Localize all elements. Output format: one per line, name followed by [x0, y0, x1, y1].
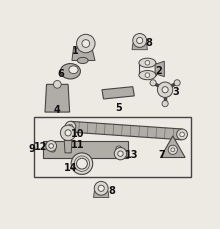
- Circle shape: [158, 83, 173, 98]
- Polygon shape: [161, 136, 185, 158]
- Circle shape: [46, 141, 57, 152]
- Circle shape: [150, 80, 156, 87]
- Ellipse shape: [139, 71, 156, 80]
- Ellipse shape: [69, 67, 78, 74]
- Text: 8: 8: [108, 185, 116, 195]
- Text: 8: 8: [145, 38, 152, 48]
- Circle shape: [162, 101, 168, 107]
- Polygon shape: [94, 191, 109, 198]
- Circle shape: [68, 125, 73, 129]
- Circle shape: [171, 148, 175, 152]
- Circle shape: [145, 61, 150, 66]
- Circle shape: [174, 80, 180, 87]
- Text: 7: 7: [159, 150, 165, 160]
- Ellipse shape: [139, 59, 156, 68]
- Text: 14: 14: [64, 162, 78, 172]
- Circle shape: [65, 122, 76, 133]
- Circle shape: [77, 35, 95, 54]
- Circle shape: [50, 146, 56, 153]
- Text: 2: 2: [155, 66, 161, 76]
- Circle shape: [61, 126, 76, 141]
- Bar: [34, 118, 191, 177]
- Circle shape: [133, 34, 147, 48]
- Text: 3: 3: [172, 87, 179, 97]
- Circle shape: [114, 148, 127, 160]
- Circle shape: [162, 87, 168, 93]
- Circle shape: [65, 130, 71, 136]
- Text: 12: 12: [34, 141, 47, 151]
- Circle shape: [145, 74, 150, 78]
- Ellipse shape: [61, 64, 81, 80]
- Ellipse shape: [77, 58, 88, 64]
- Text: 13: 13: [125, 149, 138, 159]
- Circle shape: [53, 81, 61, 89]
- Text: 5: 5: [116, 102, 122, 112]
- Text: 6: 6: [58, 68, 64, 79]
- Circle shape: [77, 158, 87, 169]
- Circle shape: [177, 129, 187, 140]
- Polygon shape: [70, 122, 182, 140]
- Polygon shape: [102, 87, 134, 100]
- Circle shape: [118, 148, 120, 150]
- Circle shape: [82, 41, 90, 48]
- Circle shape: [168, 146, 177, 155]
- Polygon shape: [72, 49, 95, 61]
- Circle shape: [98, 185, 104, 191]
- Text: 11: 11: [71, 140, 84, 150]
- Circle shape: [137, 38, 143, 44]
- Text: 9: 9: [29, 144, 35, 154]
- Circle shape: [71, 153, 93, 175]
- Text: 1: 1: [72, 46, 78, 55]
- Polygon shape: [45, 85, 70, 113]
- Polygon shape: [155, 62, 164, 77]
- Polygon shape: [132, 44, 147, 50]
- Circle shape: [94, 182, 108, 195]
- Text: 10: 10: [71, 128, 84, 138]
- Circle shape: [116, 146, 122, 153]
- Text: 4: 4: [54, 104, 61, 114]
- Polygon shape: [64, 141, 72, 153]
- Circle shape: [118, 151, 123, 157]
- Circle shape: [180, 133, 184, 137]
- Bar: [44, 141, 128, 158]
- Circle shape: [49, 144, 53, 149]
- Circle shape: [51, 148, 54, 150]
